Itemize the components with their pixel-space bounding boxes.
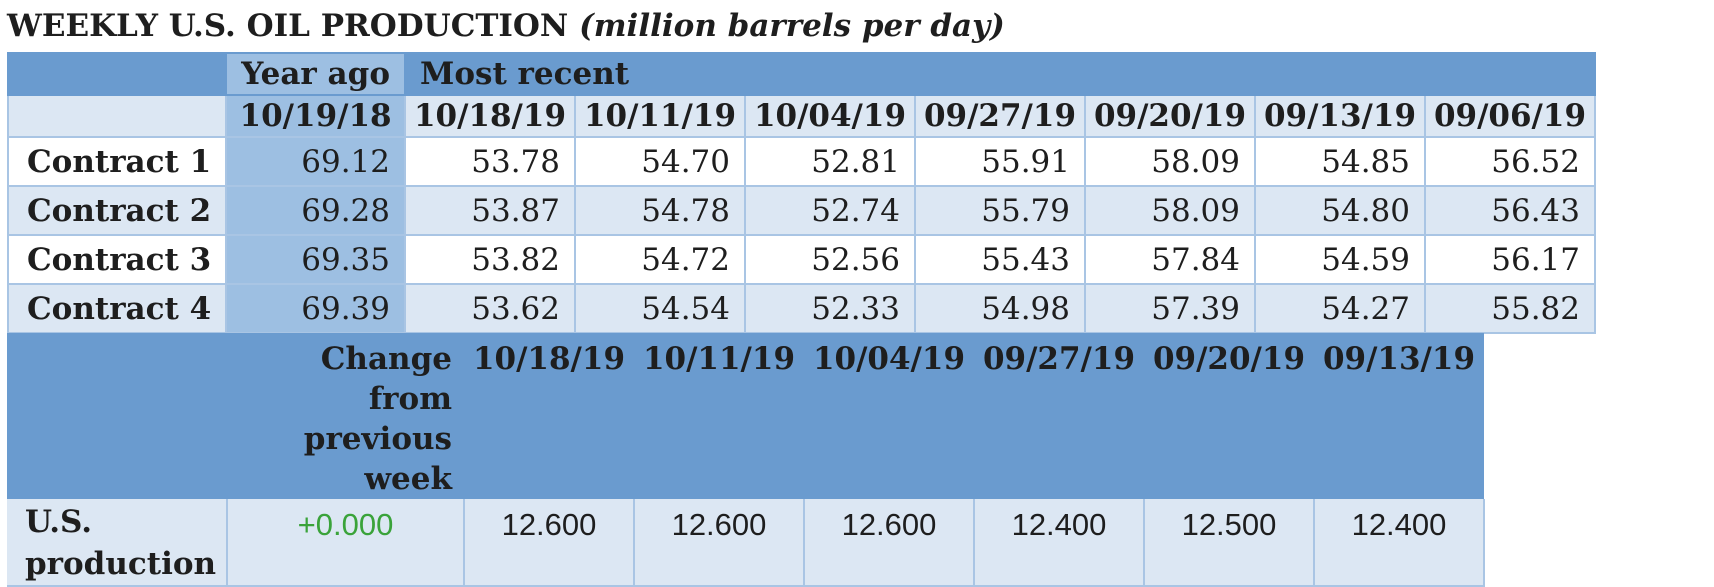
column-header: 09/20/19 (1144, 333, 1314, 499)
table-cell: 12.400 (974, 499, 1145, 587)
column-header: 10/19/18 (225, 94, 406, 138)
table-cell: 57.39 (1084, 283, 1256, 334)
column-header: 09/20/19 (1084, 94, 1256, 138)
table-cell: 56.17 (1424, 234, 1596, 285)
table-row: U.S. production +0.000 12.600 12.600 12.… (7, 499, 1485, 587)
table-cell: 69.35 (225, 234, 406, 285)
column-header: 10/11/19 (574, 94, 746, 138)
table-cell: 58.09 (1084, 185, 1256, 236)
corner-cell (6, 52, 228, 96)
table-title: WEEKLY U.S. OIL PRODUCTION (million barr… (7, 6, 1005, 46)
table-row: Contract 4 69.39 53.62 54.54 52.33 54.98… (6, 283, 1596, 334)
table-cell: 69.39 (225, 283, 406, 334)
table-cell: 12.600 (804, 499, 975, 587)
table-cell: 52.81 (744, 136, 916, 187)
title-subtitle: (million barrels per day) (579, 8, 1005, 44)
row-label: Contract 1 (6, 136, 228, 187)
table-cell: 69.28 (225, 185, 406, 236)
column-header: 09/27/19 (974, 333, 1144, 499)
table-cell: 12.400 (1314, 499, 1485, 587)
table-cell: 54.54 (574, 283, 746, 334)
column-header: 09/27/19 (914, 94, 1086, 138)
table-cell: 12.600 (634, 499, 805, 587)
column-header: 10/04/19 (804, 333, 974, 499)
column-header: 09/13/19 (1254, 94, 1426, 138)
contracts-table: Year ago Most recent 10/19/18 10/18/19 1… (6, 52, 1596, 334)
date-header-row: 10/19/18 10/18/19 10/11/19 10/04/19 09/2… (6, 94, 1596, 138)
column-header: 09/06/19 (1424, 94, 1596, 138)
corner-cell (7, 333, 227, 499)
table-cell: 69.12 (225, 136, 406, 187)
table-cell: 54.85 (1254, 136, 1426, 187)
table-cell: 55.43 (914, 234, 1086, 285)
table-cell: 55.91 (914, 136, 1086, 187)
production-header-row: Change from previous week 10/18/19 10/11… (7, 333, 1484, 499)
column-header: 10/11/19 (634, 333, 804, 499)
table-cell: 54.27 (1254, 283, 1426, 334)
column-header: 10/18/19 (404, 94, 576, 138)
table-cell: 53.62 (404, 283, 576, 334)
change-value: +0.000 (227, 499, 465, 587)
table-cell: 54.72 (574, 234, 746, 285)
table-cell: 52.74 (744, 185, 916, 236)
column-header: 10/18/19 (464, 333, 634, 499)
title-main: WEEKLY U.S. OIL PRODUCTION (7, 8, 569, 44)
column-header: 09/13/19 (1314, 333, 1484, 499)
most-recent-header: Most recent (404, 52, 1596, 96)
row-label: Contract 3 (6, 234, 228, 285)
table-cell: 55.79 (914, 185, 1086, 236)
table-cell: 54.78 (574, 185, 746, 236)
year-ago-header: Year ago (225, 52, 406, 96)
table-cell: 55.82 (1424, 283, 1596, 334)
table-cell: 57.84 (1084, 234, 1256, 285)
table-row: Contract 2 69.28 53.87 54.78 52.74 55.79… (6, 185, 1596, 236)
column-header: 10/04/19 (744, 94, 916, 138)
table-row: Contract 3 69.35 53.82 54.72 52.56 55.43… (6, 234, 1596, 285)
table-cell: 54.80 (1254, 185, 1426, 236)
production-table: Change from previous week 10/18/19 10/11… (7, 333, 1485, 587)
table-cell: 52.56 (744, 234, 916, 285)
row-label: Contract 4 (6, 283, 228, 334)
table-cell: 56.43 (1424, 185, 1596, 236)
group-header-row: Year ago Most recent (6, 52, 1596, 96)
row-label: U.S. production (7, 499, 228, 587)
table-cell: 53.82 (404, 234, 576, 285)
table-cell: 53.78 (404, 136, 576, 187)
table-cell: 54.59 (1254, 234, 1426, 285)
table-cell: 53.87 (404, 185, 576, 236)
table-cell: 58.09 (1084, 136, 1256, 187)
corner-cell (6, 94, 228, 138)
table-cell: 56.52 (1424, 136, 1596, 187)
row-label: Contract 2 (6, 185, 228, 236)
table-cell: 12.500 (1144, 499, 1315, 587)
table-cell: 54.70 (574, 136, 746, 187)
table-row: Contract 1 69.12 53.78 54.70 52.81 55.91… (6, 136, 1596, 187)
table-cell: 52.33 (744, 283, 916, 334)
table-cell: 12.600 (464, 499, 635, 587)
table-cell: 54.98 (914, 283, 1086, 334)
change-header: Change from previous week (227, 333, 464, 499)
